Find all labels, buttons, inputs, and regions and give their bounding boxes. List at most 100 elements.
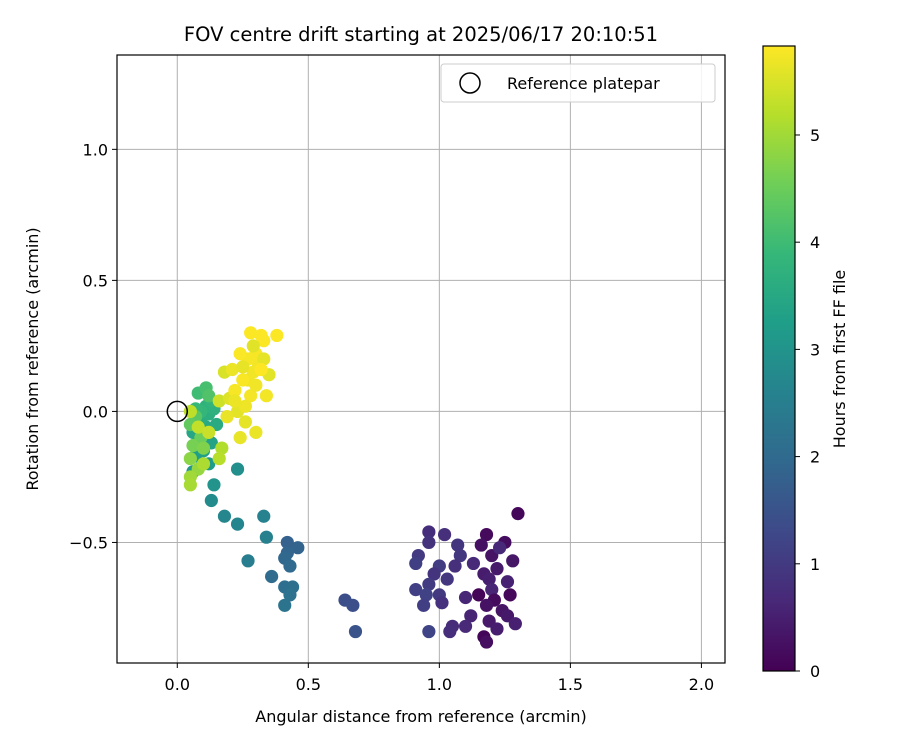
data-point — [259, 530, 273, 544]
data-point — [490, 562, 504, 576]
legend-hollow-circle-icon — [459, 72, 481, 94]
colorbar-tick-label: 3 — [810, 340, 820, 359]
data-point — [265, 569, 279, 584]
data-point — [233, 347, 247, 361]
colorbar-tick-label: 4 — [810, 233, 820, 252]
data-point — [230, 462, 245, 476]
colorbar-tick-label: 1 — [810, 555, 820, 574]
data-point — [278, 598, 292, 612]
data-point — [422, 525, 436, 539]
data-point — [291, 541, 305, 555]
data-point — [508, 617, 522, 631]
y-tick-label: −0.5 — [69, 533, 108, 552]
data-point — [202, 425, 216, 439]
data-point — [238, 399, 253, 413]
data-point — [241, 554, 255, 568]
data-point — [422, 535, 436, 550]
data-point — [500, 575, 515, 589]
data-point — [249, 378, 263, 392]
x-tick-label: 0.0 — [165, 675, 190, 694]
data-point — [246, 339, 260, 353]
data-point — [244, 326, 258, 340]
data-point — [348, 624, 363, 639]
data-point — [422, 577, 436, 591]
data-point — [479, 635, 494, 649]
data-point — [283, 588, 297, 602]
colorbar-tick-label: 5 — [810, 126, 820, 145]
data-point — [511, 507, 525, 521]
data-point — [225, 362, 239, 377]
x-axis-ticks: 0.0 0.5 1.0 1.5 2.0 — [165, 663, 714, 694]
data-point — [283, 559, 297, 573]
data-point — [409, 556, 423, 571]
data-point — [474, 538, 488, 552]
plot-frame — [116, 54, 726, 664]
y-axis-ticks: 1.0 0.5 0.0 −0.5 — [69, 140, 117, 552]
data-point — [215, 441, 229, 455]
data-point — [506, 554, 520, 568]
data-point — [451, 538, 465, 552]
data-point — [466, 556, 481, 571]
data-point — [422, 624, 436, 639]
data-point — [257, 352, 271, 366]
grid-lines — [117, 55, 725, 663]
data-point — [202, 389, 216, 403]
data-point — [435, 596, 449, 610]
data-point — [236, 360, 250, 374]
data-point — [244, 389, 258, 403]
data-point — [472, 588, 486, 602]
data-point — [490, 622, 504, 636]
data-point — [453, 548, 467, 563]
data-point — [437, 527, 452, 542]
y-tick-label: 1.0 — [83, 140, 108, 159]
data-point — [186, 438, 200, 453]
data-point — [270, 328, 284, 343]
data-point — [493, 541, 507, 555]
data-point — [485, 583, 499, 597]
data-point — [427, 567, 441, 581]
data-point — [249, 425, 263, 439]
legend-box — [440, 63, 716, 103]
data-point — [183, 451, 197, 466]
colorbar-label: Hours from first FF file — [830, 270, 849, 449]
colorbar-gradient — [762, 45, 796, 672]
data-point — [419, 588, 433, 602]
data-point — [196, 441, 211, 455]
x-tick-label: 1.0 — [427, 675, 452, 694]
data-point — [440, 572, 454, 586]
data-point — [479, 598, 494, 612]
data-point — [212, 394, 226, 408]
y-axis-label: Rotation from reference (arcmin) — [23, 227, 42, 490]
data-point — [479, 527, 494, 542]
data-point — [236, 373, 250, 387]
legend-entry-label: Reference platepar — [507, 74, 660, 93]
data-point — [196, 457, 211, 471]
data-point — [207, 478, 221, 492]
data-point — [443, 624, 457, 639]
data-point — [280, 535, 294, 550]
reference-platepar-marker — [166, 400, 189, 423]
data-point — [212, 451, 226, 466]
colorbar-tick-label: 0 — [810, 662, 820, 681]
x-tick-label: 1.5 — [558, 675, 583, 694]
data-point — [254, 362, 268, 377]
colorbar-ticks: 0 1 2 3 4 5 — [795, 126, 820, 681]
data-point — [204, 493, 218, 508]
data-point — [458, 590, 473, 605]
data-point — [233, 431, 247, 445]
data-point — [409, 583, 423, 597]
data-point — [417, 598, 431, 612]
data-point — [191, 420, 205, 434]
data-point — [259, 389, 273, 403]
data-point — [458, 619, 473, 633]
data-point — [257, 509, 271, 523]
chart-title: FOV centre drift starting at 2025/06/17 … — [184, 23, 658, 46]
data-point — [464, 609, 478, 623]
data-point — [220, 410, 234, 424]
reference-point — [166, 400, 189, 423]
data-point — [254, 328, 268, 343]
data-point — [503, 588, 517, 602]
data-point — [482, 572, 496, 586]
data-point — [346, 598, 360, 612]
